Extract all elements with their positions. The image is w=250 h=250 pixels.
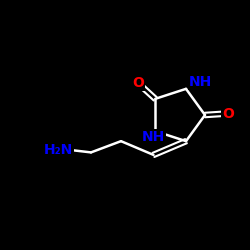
Text: NH: NH: [142, 130, 165, 144]
Text: H₂N: H₂N: [44, 143, 73, 157]
Text: NH: NH: [189, 75, 212, 89]
Text: O: O: [132, 76, 144, 90]
Text: O: O: [222, 107, 234, 121]
